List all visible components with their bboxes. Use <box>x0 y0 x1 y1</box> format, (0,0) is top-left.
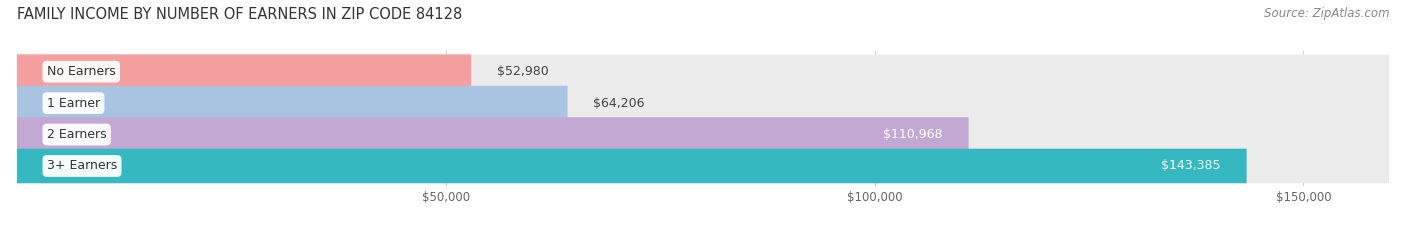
Text: $52,980: $52,980 <box>496 65 548 78</box>
Text: FAMILY INCOME BY NUMBER OF EARNERS IN ZIP CODE 84128: FAMILY INCOME BY NUMBER OF EARNERS IN ZI… <box>17 7 463 22</box>
FancyBboxPatch shape <box>17 86 1389 120</box>
Text: 2 Earners: 2 Earners <box>46 128 107 141</box>
Text: $110,968: $110,968 <box>883 128 943 141</box>
FancyBboxPatch shape <box>17 117 969 152</box>
Text: 3+ Earners: 3+ Earners <box>46 159 117 172</box>
FancyBboxPatch shape <box>17 149 1247 183</box>
FancyBboxPatch shape <box>17 149 1389 183</box>
FancyBboxPatch shape <box>17 54 1389 89</box>
Text: 1 Earner: 1 Earner <box>46 97 100 110</box>
FancyBboxPatch shape <box>17 117 1389 152</box>
FancyBboxPatch shape <box>17 54 471 89</box>
Text: $143,385: $143,385 <box>1161 159 1220 172</box>
Text: Source: ZipAtlas.com: Source: ZipAtlas.com <box>1264 7 1389 20</box>
Text: No Earners: No Earners <box>46 65 115 78</box>
Text: $64,206: $64,206 <box>593 97 645 110</box>
FancyBboxPatch shape <box>17 86 568 120</box>
